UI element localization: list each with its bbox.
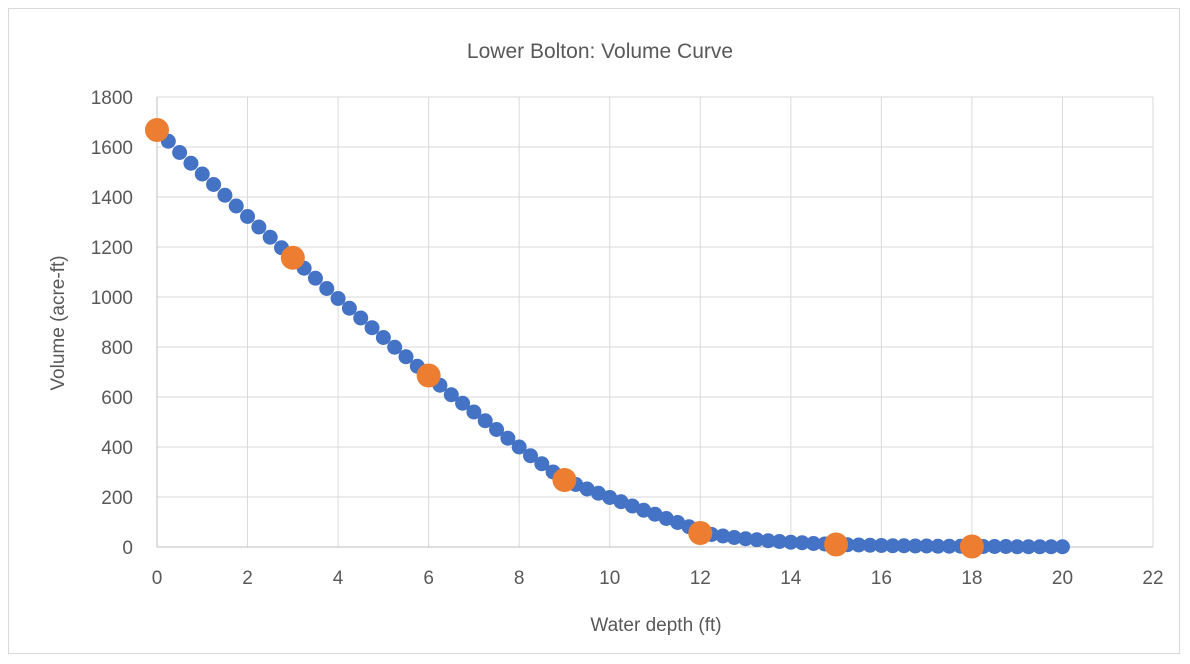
- series-large-points: [145, 118, 984, 559]
- data-point-small: [613, 494, 629, 510]
- data-point-small: [319, 281, 335, 296]
- data-point-small: [1009, 539, 1025, 555]
- data-point-small: [624, 498, 640, 514]
- data-point-small: [251, 219, 267, 235]
- data-point-small: [998, 539, 1014, 554]
- data-point-small: [862, 537, 878, 553]
- data-point-small: [364, 320, 380, 336]
- y-tick-label: 200: [101, 488, 133, 509]
- data-point-small: [387, 339, 403, 355]
- x-tick-label: 14: [780, 568, 802, 589]
- data-point-small: [1054, 539, 1070, 555]
- data-point-small: [353, 310, 369, 326]
- data-point-small: [307, 270, 323, 286]
- data-point-small: [375, 330, 391, 345]
- data-point-small: [443, 387, 459, 403]
- x-tick-label: 6: [423, 568, 434, 589]
- data-point-small: [647, 506, 663, 522]
- data-point-small: [873, 538, 889, 553]
- x-tick-label: 2: [242, 568, 253, 589]
- data-series: [145, 118, 1070, 559]
- data-point-small: [658, 511, 674, 526]
- data-point-small: [500, 430, 516, 446]
- data-point-large: [688, 521, 713, 545]
- data-point-large: [280, 245, 305, 270]
- axes: 0 200 400 600 800 1000 1200 1400 1600 1800 0 2 4 6 8 10…: [91, 88, 1164, 589]
- data-point-small: [523, 448, 538, 464]
- data-point-small: [919, 538, 935, 554]
- data-point-small: [930, 538, 946, 554]
- data-point-small: [262, 229, 278, 245]
- x-tick-label: 12: [690, 568, 711, 589]
- y-tick-label: 1200: [91, 238, 133, 259]
- data-point-small: [1032, 539, 1048, 555]
- x-tick-label: 0: [152, 568, 163, 589]
- y-tick-label: 600: [101, 388, 133, 409]
- data-point-small: [511, 439, 527, 455]
- data-point-small: [715, 528, 731, 544]
- data-point-small: [194, 166, 210, 182]
- x-axis-title: Water depth (ft): [590, 615, 721, 636]
- data-point-small: [172, 145, 188, 160]
- data-point-small: [341, 300, 357, 316]
- data-point-large: [824, 532, 849, 557]
- x-tick-label: 4: [333, 568, 344, 589]
- data-point-large: [416, 363, 441, 388]
- data-point-small: [760, 533, 776, 549]
- data-point-small: [772, 534, 787, 549]
- y-axis-title: Volume (acre-ft): [48, 255, 69, 390]
- data-point-small: [206, 177, 222, 192]
- gridlines: [157, 96, 1154, 547]
- x-tick-label: 20: [1052, 568, 1073, 589]
- data-point-small: [489, 422, 505, 437]
- x-tick-label: 10: [599, 568, 620, 589]
- data-point-small: [794, 535, 810, 551]
- y-tick-label: 0: [122, 538, 133, 559]
- data-point-small: [805, 536, 821, 551]
- x-tick-label: 16: [871, 568, 892, 589]
- data-point-small: [602, 490, 618, 505]
- data-point-small: [455, 395, 471, 411]
- data-point-small: [987, 539, 1003, 554]
- data-point-small: [726, 530, 742, 545]
- y-tick-label: 400: [101, 438, 133, 459]
- data-point-small: [896, 538, 912, 554]
- data-point-small: [183, 155, 199, 171]
- data-point-small: [228, 198, 244, 214]
- data-point-small: [885, 538, 901, 554]
- data-point-small: [477, 413, 493, 429]
- data-point-large: [145, 118, 169, 142]
- data-point-small: [907, 538, 923, 554]
- data-point-small: [466, 404, 482, 420]
- data-point-small: [240, 209, 256, 224]
- x-tick-label: 18: [961, 568, 982, 589]
- chart-title: Lower Bolton: Volume Curve: [467, 40, 733, 63]
- data-point-small: [749, 532, 765, 548]
- y-tick-label: 800: [101, 338, 133, 359]
- y-tick-label: 1600: [91, 138, 133, 159]
- data-point-small: [330, 291, 346, 306]
- y-tick-label: 1800: [91, 88, 133, 109]
- data-point-large: [552, 468, 577, 492]
- data-point-small: [1021, 539, 1036, 555]
- x-tick-label: 22: [1142, 568, 1163, 589]
- data-point-small: [738, 531, 754, 547]
- data-point-small: [217, 187, 233, 203]
- data-point-small: [398, 349, 414, 365]
- data-point-small: [783, 534, 799, 550]
- data-point-large: [959, 534, 984, 559]
- data-point-small: [579, 481, 595, 497]
- data-point-small: [941, 538, 957, 554]
- x-tick-label: 8: [514, 568, 525, 589]
- data-point-small: [851, 537, 867, 553]
- data-point-small: [1043, 539, 1059, 555]
- data-point-small: [670, 515, 686, 530]
- y-tick-label: 1400: [91, 188, 133, 209]
- data-point-small: [636, 502, 652, 518]
- data-point-small: [534, 456, 550, 472]
- y-tick-label: 1000: [91, 288, 133, 309]
- data-point-small: [590, 485, 606, 501]
